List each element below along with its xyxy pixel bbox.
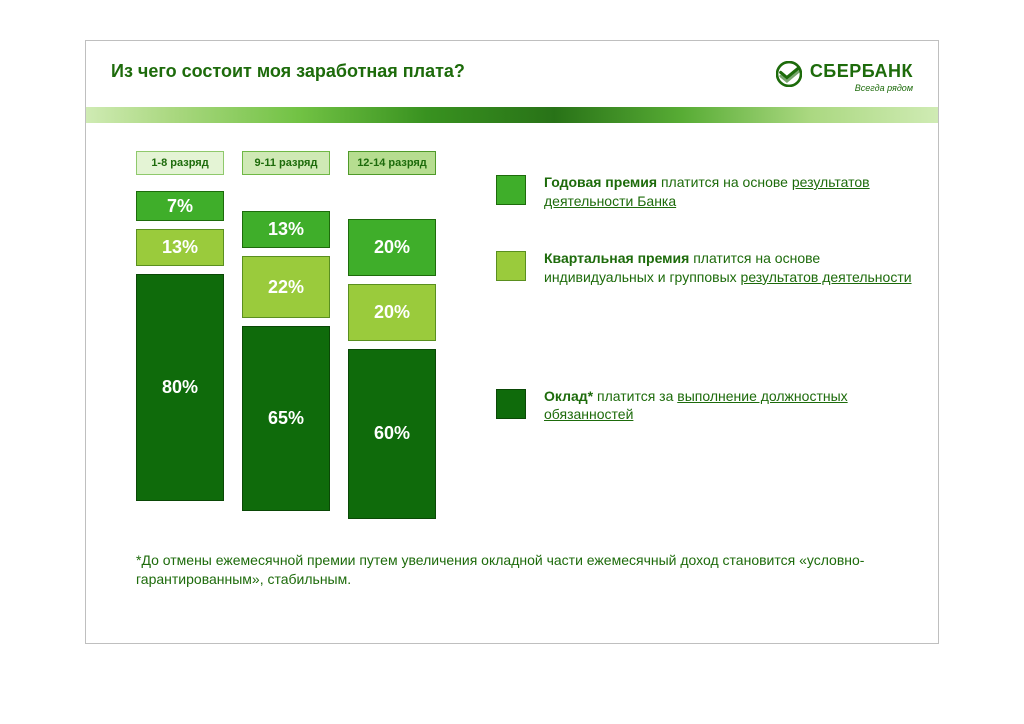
bar-col-0: 7% 13% 80% [136,191,224,501]
bar-0-seg-salary: 80% [136,274,224,501]
legend-text-quarter: Квартальная премия платится на основе ин… [544,249,916,287]
bar-2-seg-quarter: 20% [348,284,436,341]
bar-col-1: 13% 22% 65% [242,211,330,511]
page-title: Из чего состоит моя заработная плата? [111,61,465,82]
brand-text: СБЕРБАНК Всегда рядом [810,61,913,93]
header: Из чего состоит моя заработная плата? СБ… [111,61,913,93]
column-headers: 1-8 разряд 9-11 разряд 12-14 разряд [136,151,913,175]
bar-0-seg-annual: 7% [136,191,224,221]
brand: СБЕРБАНК Всегда рядом [776,61,913,93]
footnote: *До отмены ежемесячной премии путем увел… [136,551,888,589]
bar-2-seg-annual: 20% [348,219,436,276]
column-header-2: 12-14 разряд [348,151,436,175]
decorative-stripe [86,107,938,123]
column-header-1: 9-11 разряд [242,151,330,175]
legend: Годовая премия платится на основе резуль… [496,173,916,462]
legend-swatch-salary [496,389,526,419]
sberbank-logo-icon [776,61,802,87]
slide: Из чего состоит моя заработная плата? СБ… [85,40,939,644]
bar-2-seg-salary: 60% [348,349,436,519]
legend-row-salary: Оклад* платится за выполнение должностны… [496,387,916,425]
legend-text-salary: Оклад* платится за выполнение должностны… [544,387,916,425]
legend-text-annual: Годовая премия платится на основе резуль… [544,173,916,211]
bar-col-2: 20% 20% 60% [348,219,436,519]
legend-swatch-annual [496,175,526,205]
column-header-0: 1-8 разряд [136,151,224,175]
legend-row-quarter: Квартальная премия платится на основе ин… [496,249,916,287]
brand-name: СБЕРБАНК [810,61,913,82]
bar-0-seg-quarter: 13% [136,229,224,266]
bar-1-seg-salary: 65% [242,326,330,511]
legend-swatch-quarter [496,251,526,281]
bar-1-seg-annual: 13% [242,211,330,248]
bar-1-seg-quarter: 22% [242,256,330,318]
legend-link-quarter: результатов деятельности [741,269,912,285]
brand-tagline: Всегда рядом [810,83,913,93]
legend-row-annual: Годовая премия платится на основе резуль… [496,173,916,211]
